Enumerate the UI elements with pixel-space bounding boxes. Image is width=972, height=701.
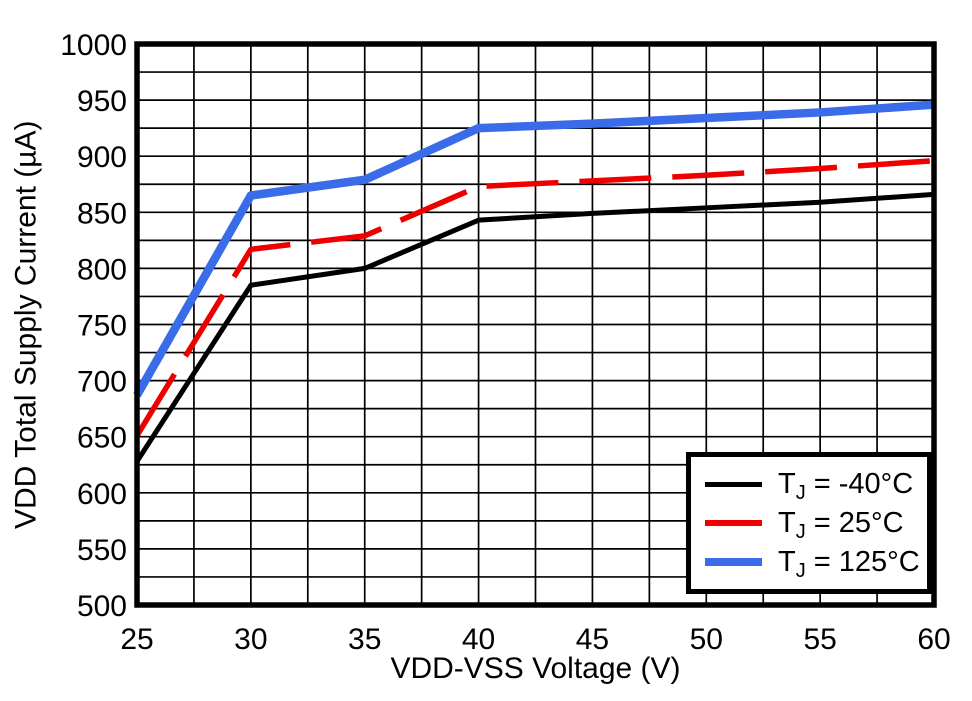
y-tick-label: 700 <box>77 366 127 399</box>
legend: TJ = -40°C TJ = 25°C TJ = 125°C <box>686 452 932 594</box>
legend-line-sample-black <box>705 481 762 487</box>
legend-row-25: TJ = 25°C <box>705 506 927 543</box>
x-tick-label: 45 <box>576 623 609 656</box>
plot-frame <box>134 41 937 608</box>
x-tick-label: 25 <box>120 623 153 656</box>
y-tick-label: 850 <box>77 197 127 230</box>
legend-label-125: TJ = 125°C <box>778 545 920 582</box>
y-tick-label: 500 <box>77 590 127 623</box>
x-tick-label: 55 <box>803 623 836 656</box>
y-tick-label: 600 <box>77 478 127 511</box>
series-line-tj-25-c <box>134 157 935 438</box>
legend-row-minus40: TJ = -40°C <box>705 467 927 504</box>
x-tick-label: 35 <box>348 623 381 656</box>
legend-row-125: TJ = 125°C <box>705 545 927 582</box>
legend-label-minus40: TJ = -40°C <box>778 467 914 504</box>
legend-label-25: TJ = 25°C <box>778 506 904 543</box>
x-tick-label: 40 <box>462 623 495 656</box>
x-axis-title: VDD-VSS Voltage (V) <box>390 652 681 685</box>
series-line-tj--40-c <box>134 191 935 463</box>
x-tick-label: 50 <box>690 623 723 656</box>
series-line-tj-125-c <box>133 100 935 398</box>
legend-line-sample-blue <box>705 557 762 567</box>
x-tick-label: 30 <box>234 623 267 656</box>
y-tick-label: 550 <box>77 534 127 567</box>
y-tick-label: 650 <box>77 422 127 455</box>
y-tick-label: 750 <box>77 310 127 343</box>
y-tick-label: 800 <box>77 253 127 286</box>
y-tick-label: 950 <box>77 85 127 118</box>
y-tick-label: 1000 <box>60 29 127 62</box>
y-axis-title: VDD Total Supply Current (µA) <box>9 120 43 529</box>
legend-line-sample-red <box>705 520 762 526</box>
x-tick-label: 60 <box>917 623 950 656</box>
y-tick-label: 900 <box>77 141 127 174</box>
